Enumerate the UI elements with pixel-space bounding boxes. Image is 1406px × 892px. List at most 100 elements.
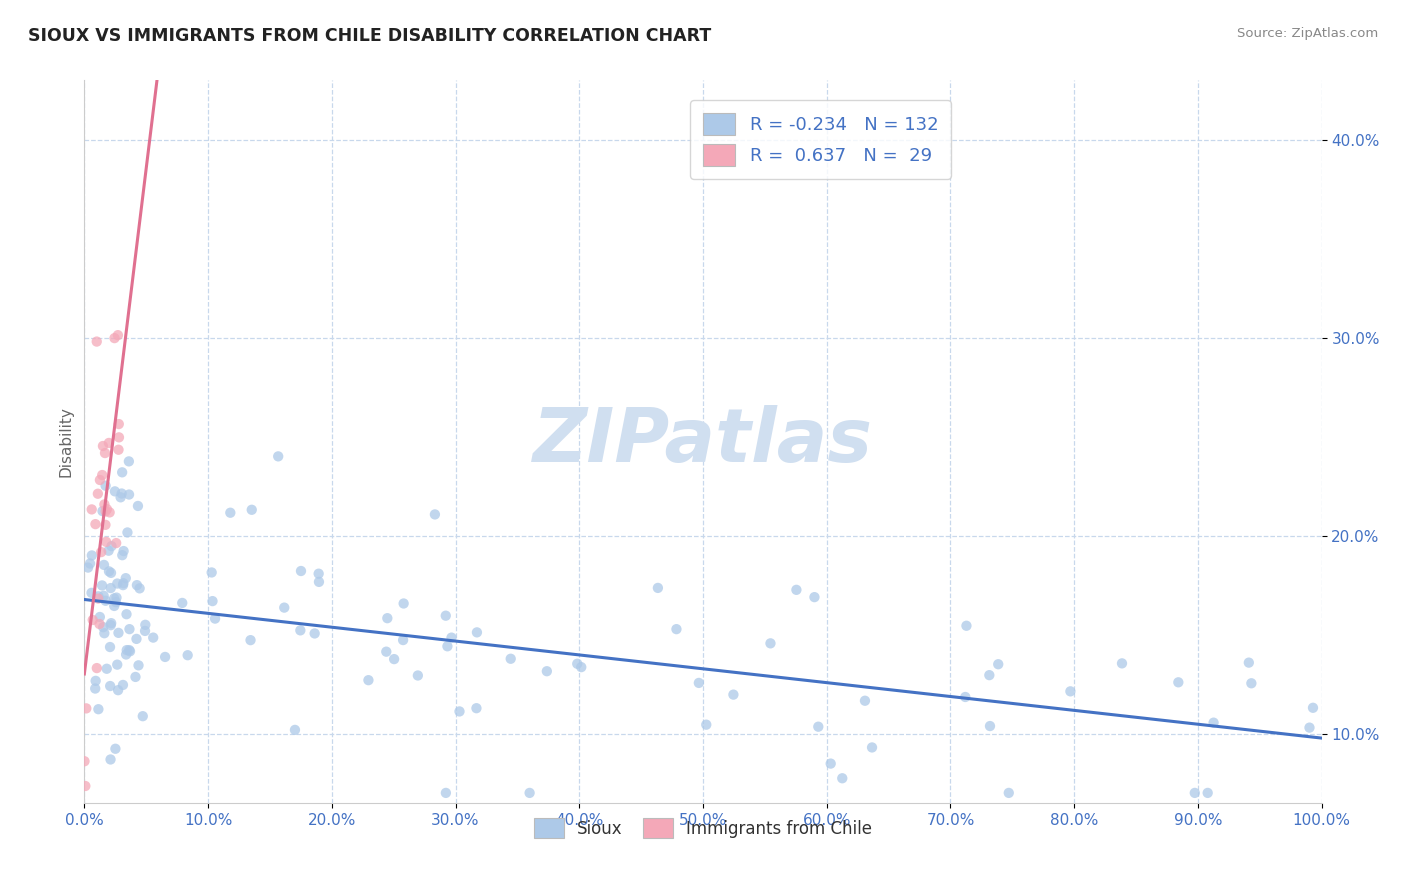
Point: [91, 620, 114, 634]
Point: [97, 543, 120, 558]
Point: [567, 657, 589, 671]
Point: [219, 506, 242, 520]
Point: [104, 741, 127, 756]
Point: [100, 618, 122, 632]
Point: [86, 334, 108, 349]
Point: [93, 498, 115, 512]
Point: [80, 586, 103, 600]
Point: [115, 643, 138, 657]
Point: [93, 626, 115, 640]
Point: [118, 454, 141, 468]
Point: [125, 632, 148, 646]
Point: [91, 504, 114, 518]
Point: [105, 536, 128, 550]
Point: [290, 624, 312, 638]
Point: [98, 565, 121, 579]
Point: [392, 597, 415, 611]
Point: [90, 545, 112, 559]
Point: [132, 709, 155, 723]
Point: [91, 468, 114, 483]
Point: [89, 617, 111, 632]
Point: [382, 652, 405, 666]
Point: [519, 786, 541, 800]
Point: [153, 649, 176, 664]
Point: [1202, 715, 1225, 730]
Point: [98, 640, 121, 654]
Point: [128, 658, 150, 673]
Point: [434, 608, 457, 623]
Point: [115, 648, 138, 662]
Text: Source: ZipAtlas.com: Source: ZipAtlas.com: [1237, 27, 1378, 40]
Point: [86, 661, 108, 675]
Point: [820, 756, 842, 771]
Point: [111, 548, 134, 562]
Point: [87, 702, 110, 716]
Point: [955, 619, 977, 633]
Point: [125, 578, 148, 592]
Point: [124, 670, 146, 684]
Point: [1167, 675, 1189, 690]
Point: [239, 633, 262, 648]
Point: [104, 595, 127, 609]
Point: [108, 430, 131, 444]
Point: [84, 681, 107, 696]
Point: [118, 622, 141, 636]
Point: [436, 640, 458, 654]
Point: [112, 576, 135, 591]
Point: [110, 491, 132, 505]
Point: [103, 591, 125, 606]
Point: [987, 657, 1010, 672]
Point: [201, 566, 224, 580]
Point: [204, 612, 226, 626]
Point: [87, 591, 110, 606]
Point: [406, 668, 429, 682]
Point: [807, 720, 830, 734]
Point: [134, 624, 156, 638]
Point: [357, 673, 380, 688]
Point: [105, 657, 128, 672]
Point: [91, 578, 114, 592]
Point: [1059, 684, 1081, 698]
Point: [304, 626, 326, 640]
Point: [759, 636, 782, 650]
Point: [375, 645, 398, 659]
Point: [128, 582, 150, 596]
Text: SIOUX VS IMMIGRANTS FROM CHILE DISABILITY CORRELATION CHART: SIOUX VS IMMIGRANTS FROM CHILE DISABILIT…: [28, 27, 711, 45]
Point: [107, 442, 129, 457]
Point: [176, 648, 198, 663]
Point: [134, 617, 156, 632]
Point: [1302, 700, 1324, 714]
Point: [785, 582, 807, 597]
Point: [100, 539, 122, 553]
Point: [75, 701, 97, 715]
Point: [94, 593, 117, 607]
Point: [96, 502, 118, 516]
Point: [94, 504, 117, 518]
Point: [284, 723, 307, 737]
Point: [93, 558, 115, 572]
Point: [87, 487, 110, 501]
Point: [273, 600, 295, 615]
Point: [77, 560, 100, 574]
Point: [803, 590, 825, 604]
Point: [695, 717, 717, 731]
Point: [114, 571, 136, 585]
Point: [98, 679, 121, 693]
Point: [1240, 676, 1263, 690]
Point: [82, 613, 104, 627]
Point: [955, 690, 977, 704]
Point: [97, 436, 120, 450]
Point: [1111, 657, 1133, 671]
Point: [96, 534, 118, 549]
Point: [1237, 656, 1260, 670]
Point: [73, 754, 96, 768]
Point: [440, 631, 463, 645]
Point: [80, 502, 103, 516]
Point: [118, 643, 141, 657]
Point: [536, 664, 558, 678]
Point: [87, 589, 110, 603]
Point: [118, 644, 141, 658]
Point: [111, 578, 134, 592]
Point: [89, 610, 111, 624]
Point: [1197, 786, 1219, 800]
